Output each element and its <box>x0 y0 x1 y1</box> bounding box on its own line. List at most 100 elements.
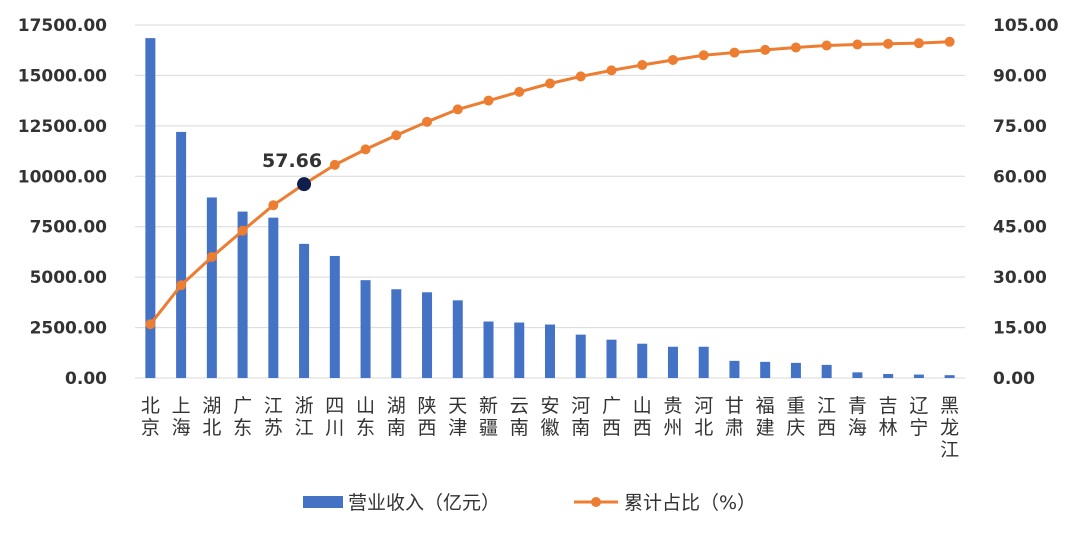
cumulative-point <box>176 280 187 291</box>
revenue-bar <box>299 243 310 378</box>
category-label: 安徽 <box>540 395 559 439</box>
category-label: 黑龙江 <box>940 395 959 461</box>
right-tick-label: 60.00 <box>993 167 1047 187</box>
revenue-bars <box>145 38 955 379</box>
right-tick-label: 75.00 <box>993 117 1047 137</box>
category-label: 山东 <box>356 395 375 439</box>
right-tick-label: 15.00 <box>993 319 1047 339</box>
left-tick-label: 12500.00 <box>18 117 107 137</box>
right-tick-label: 30.00 <box>993 268 1047 288</box>
legend-bar-swatch <box>303 496 343 508</box>
annotation: 57.66 <box>262 150 322 192</box>
cumulative-point <box>575 71 586 82</box>
category-label: 青海 <box>848 395 867 439</box>
category-label: 重庆 <box>786 395 805 439</box>
left-tick-label: 5000.00 <box>30 268 108 288</box>
revenue-bar <box>483 321 494 378</box>
legend-line-marker <box>591 497 601 507</box>
category-labels: 北京上海湖北广东江苏浙江四川山东湖南陕西天津新疆云南安徽河南广西山西贵州河北甘肃… <box>141 395 959 461</box>
cumulative-point <box>483 95 494 106</box>
revenue-bar <box>422 292 433 378</box>
cumulative-point <box>637 60 648 71</box>
cumulative-point <box>698 50 709 61</box>
category-label: 江苏 <box>264 395 283 439</box>
cumulative-point <box>268 200 279 211</box>
revenue-bar <box>852 372 863 378</box>
cumulative-point <box>852 39 863 50</box>
category-label: 新疆 <box>479 395 498 439</box>
category-label: 湖北 <box>202 395 221 439</box>
category-label: 吉林 <box>879 395 898 439</box>
left-tick-label: 2500.00 <box>30 319 108 339</box>
left-tick-label: 10000.00 <box>18 167 107 187</box>
category-label: 广东 <box>233 395 252 439</box>
legend: 营业收入（亿元） 累计占比（%） <box>303 492 756 514</box>
left-tick-label: 15000.00 <box>18 66 107 86</box>
category-label: 江西 <box>817 395 836 439</box>
revenue-bar <box>176 131 187 378</box>
legend-bar-label: 营业收入（亿元） <box>348 492 500 514</box>
category-label: 福建 <box>756 395 775 439</box>
cumulative-point <box>391 130 402 141</box>
cumulative-point <box>606 65 617 76</box>
revenue-bar <box>514 322 525 378</box>
category-label: 浙江 <box>295 395 314 439</box>
cumulative-point <box>237 225 248 236</box>
category-label: 贵州 <box>663 395 682 439</box>
cumulative-point <box>545 78 555 89</box>
revenue-bar <box>760 361 771 378</box>
revenue-bar <box>883 373 894 378</box>
right-axis-ticks: 0.00 15.00 30.00 45.00 60.00 75.00 90.00 105.00 <box>993 16 1059 389</box>
cumulative-point <box>206 251 217 262</box>
category-label: 湖南 <box>387 395 406 439</box>
category-label: 甘肃 <box>725 395 744 439</box>
revenue-bar <box>913 374 924 378</box>
revenue-bar <box>545 324 555 378</box>
category-label: 广西 <box>602 395 621 439</box>
left-tick-label: 17500.00 <box>18 16 107 36</box>
right-tick-label: 0.00 <box>993 369 1035 389</box>
category-label: 天津 <box>448 395 467 439</box>
revenue-bar <box>698 346 709 378</box>
right-tick-label: 45.00 <box>993 218 1047 238</box>
revenue-bar <box>790 362 801 378</box>
revenue-bar <box>821 364 832 378</box>
left-tick-label: 0.00 <box>65 369 107 389</box>
category-label: 陕西 <box>418 395 437 439</box>
left-tick-label: 7500.00 <box>30 218 108 238</box>
category-label: 北京 <box>141 395 160 439</box>
category-label: 云南 <box>510 395 529 439</box>
revenue-bar <box>729 360 740 378</box>
cumulative-point <box>821 40 832 51</box>
legend-line-label: 累计占比（%） <box>624 492 756 514</box>
revenue-bar <box>452 300 463 378</box>
revenue-bar <box>237 211 248 378</box>
cumulative-point <box>944 36 955 47</box>
revenue-bar <box>606 339 617 378</box>
revenue-bar <box>667 346 678 378</box>
revenue-bar <box>391 289 402 378</box>
revenue-bar <box>145 38 156 379</box>
annotation-marker <box>297 177 312 192</box>
cumulative-point <box>760 44 771 55</box>
revenue-bar <box>637 343 648 378</box>
revenue-bar <box>360 280 371 378</box>
cumulative-point <box>329 159 340 170</box>
annotation-label: 57.66 <box>262 150 322 172</box>
cumulative-point <box>514 86 525 97</box>
revenue-bar <box>268 217 279 378</box>
cumulative-point <box>360 144 371 155</box>
revenue-bar <box>575 334 586 378</box>
right-tick-label: 90.00 <box>993 66 1047 86</box>
category-label: 辽宁 <box>909 395 928 439</box>
cumulative-line <box>145 36 955 330</box>
cumulative-point <box>422 116 433 127</box>
revenue-bar <box>206 197 217 378</box>
right-tick-label: 105.00 <box>993 16 1059 36</box>
cumulative-point <box>729 47 740 58</box>
cumulative-point <box>452 104 463 115</box>
cumulative-point <box>145 319 156 330</box>
cumulative-point <box>883 38 894 49</box>
cumulative-point <box>667 54 678 65</box>
